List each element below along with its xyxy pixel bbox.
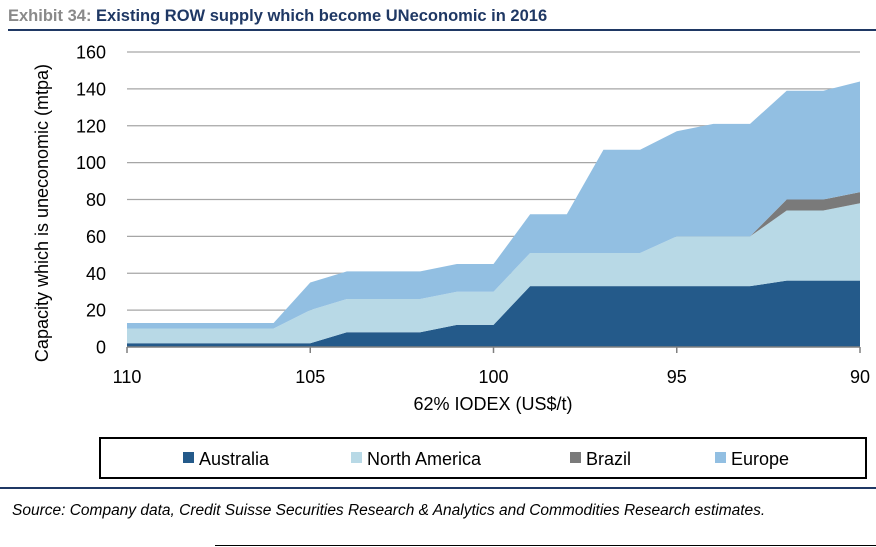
y-tick-label: 0 [96,338,106,358]
area-series-australia [127,280,860,347]
legend-north-america-swatch [351,452,362,463]
y-tick-label: 140 [76,79,106,99]
legend-europe-swatch [715,452,726,463]
legend-brazil-label: Brazil [586,449,631,469]
y-tick-label: 20 [86,301,106,321]
x-tick-label: 100 [478,367,508,387]
y-axis-label: Capacity which is uneconomic (mtpa) [32,64,52,362]
y-tick-label: 120 [76,116,106,136]
area-series-brazil [127,192,860,329]
legend-box [99,437,867,479]
x-tick-label: 105 [295,367,325,387]
legend-australia-label: Australia [199,449,270,469]
legend-australia-swatch [183,452,194,463]
exhibit-title: Exhibit 34: Existing ROW supply which be… [8,4,876,29]
x-axis-label: 62% IODEX (US$/t) [413,394,572,414]
legend: Australia North America Brazil Europe [183,449,789,469]
legend-europe-label: Europe [731,449,789,469]
exhibit-label: Exhibit 34: [8,7,92,25]
axes: 0 20 40 60 80 100 120 140 160 110 105 100 95 90 [76,43,870,388]
x-tick-label: 110 [113,367,142,387]
x-tick-label: 90 [850,367,870,387]
source-divider [0,487,876,489]
y-tick-label: 160 [76,43,106,63]
y-tick-label: 60 [86,227,106,247]
y-tick-label: 100 [76,153,106,173]
legend-brazil-swatch [570,452,581,463]
source-note: Source: Company data, Credit Suisse Secu… [12,502,766,519]
chart-title: Existing ROW supply which become UNecono… [96,7,548,25]
y-tick-label: 80 [86,190,106,210]
y-tick-label: 40 [86,264,106,284]
area-series-north-america [127,203,860,344]
bottom-divider [215,545,876,546]
area-chart: 0 20 40 60 80 100 120 140 160 110 105 100 95 90 Capac… [32,43,870,479]
legend-north-america-label: North America [367,449,482,469]
title-divider [8,29,876,31]
x-tick-label: 95 [667,367,687,387]
area-series-europe [127,81,860,329]
plot-area [127,81,860,347]
